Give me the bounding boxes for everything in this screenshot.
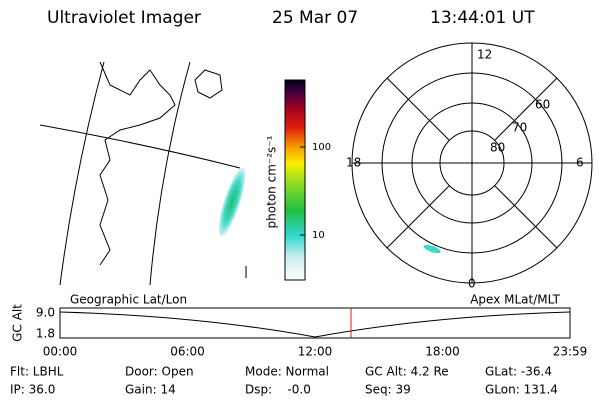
polar-plot [351, 42, 593, 284]
colorbar-label: photon cm⁻²s⁻¹ [265, 135, 279, 228]
altitude-curve [59, 311, 571, 338]
mlt-label: 6 [576, 156, 584, 170]
x-tick: 12:00 [298, 345, 333, 359]
x-ticks: 00:00 06:00 12:00 18:00 23:59 [43, 345, 588, 359]
map [39, 61, 247, 286]
colorbar-tick: 10 [312, 230, 325, 241]
mlt-label: 18 [346, 156, 361, 170]
mlt-label: 0 [468, 277, 476, 291]
y-tick: 1.8 [36, 327, 55, 341]
x-tick: 23:59 [553, 345, 588, 359]
y-tick: 9.0 [36, 306, 55, 320]
plot-title-right: Apex MLat/MLT [470, 293, 560, 307]
x-tick: 06:00 [170, 345, 205, 359]
altitude-plot [59, 307, 571, 339]
footer-field: Gain: 14 [125, 383, 176, 397]
x-tick: 18:00 [425, 345, 460, 359]
lat-label: 60 [535, 98, 550, 112]
footer: Flt: LBHL Door: Open Mode: Normal GC Alt: 4… [10, 365, 558, 397]
title: Ultraviolet Imager [47, 8, 201, 28]
mlt-label: 12 [477, 48, 492, 62]
plot-title-left: Geographic Lat/Lon [70, 293, 187, 307]
colorbar-tick: 100 [312, 142, 331, 153]
x-tick: 00:00 [43, 345, 78, 359]
colorbar [284, 79, 306, 281]
footer-field: Door: Open [125, 365, 194, 379]
footer-field: GLon: 131.4 [485, 383, 558, 397]
footer-field: IP: 36.0 [10, 383, 55, 397]
footer-field: GC Alt: 4.2 Re [365, 365, 449, 379]
footer-field: Dsp: -0.0 [245, 383, 311, 397]
footer-field: Mode: Normal [245, 365, 329, 379]
lat-label: 80 [490, 141, 505, 155]
date: 25 Mar 07 [272, 8, 358, 28]
y-label: GC Alt [11, 304, 25, 342]
footer-field: GLat: -36.4 [485, 365, 552, 379]
lat-label: 70 [512, 121, 527, 135]
footer-field: Seq: 39 [365, 383, 411, 397]
footer-field: Flt: LBHL [10, 365, 64, 379]
time: 13:44:01 UT [430, 8, 535, 28]
